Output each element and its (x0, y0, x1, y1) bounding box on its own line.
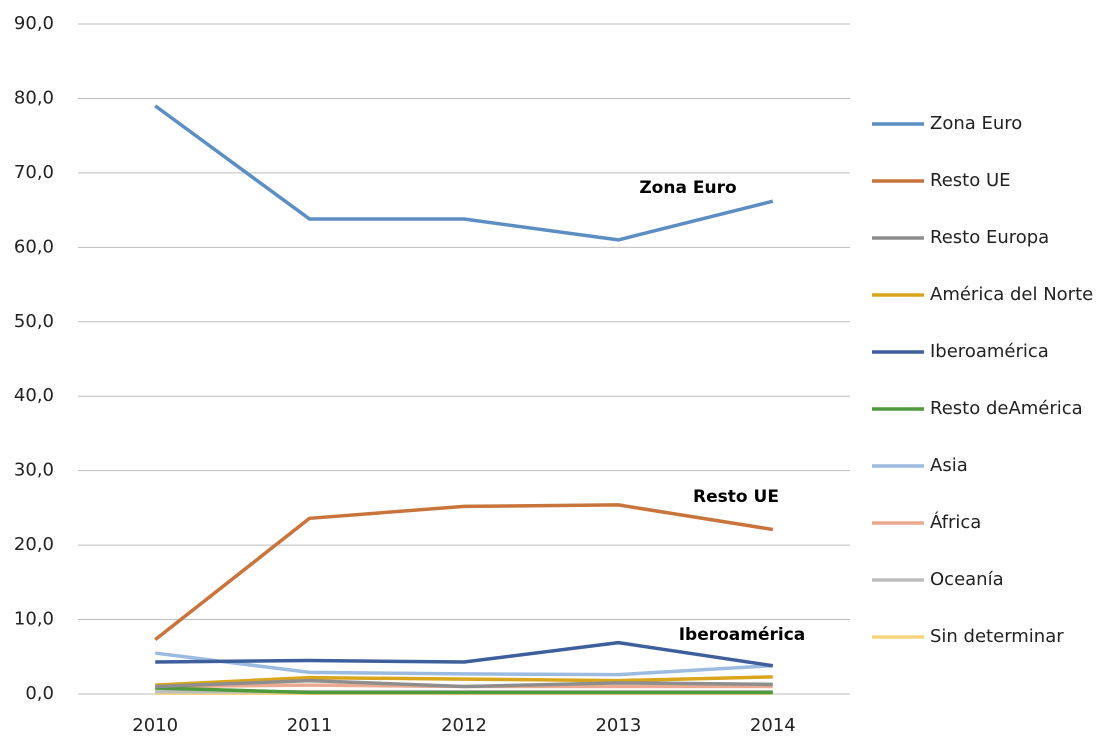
legend-label: Iberoamérica (930, 341, 1049, 362)
series-line (154, 503, 774, 642)
y-tick-label: 10,0 (14, 609, 54, 630)
series-line (155, 686, 773, 695)
x-tick-label: 2011 (287, 715, 333, 736)
legend-label: Resto Europa (930, 227, 1049, 248)
y-tick-label: 80,0 (14, 87, 54, 108)
y-tick-label: 70,0 (14, 162, 54, 183)
legend-label: Zona Euro (930, 113, 1022, 134)
annotation: Zona Euro (639, 178, 736, 198)
series-line (155, 675, 773, 687)
series-line (154, 104, 774, 242)
y-tick-label: 0,0 (25, 683, 54, 704)
y-tick-label: 40,0 (14, 385, 54, 406)
legend-label: Resto UE (930, 170, 1011, 191)
annotation: Iberoamérica (679, 625, 806, 645)
x-tick-label: 2010 (132, 715, 178, 736)
x-tick-label: 2012 (441, 715, 487, 736)
legend-label: Sin determinar (930, 626, 1064, 647)
y-tick-label: 60,0 (14, 236, 54, 257)
series-line (155, 640, 774, 668)
legend-label: Asia (930, 455, 968, 476)
legend-label: África (930, 511, 981, 533)
legend-label: Oceanía (930, 569, 1004, 590)
x-tick-label: 2013 (595, 715, 641, 736)
series-line (154, 651, 773, 677)
legend-label: Resto deAmérica (930, 398, 1083, 419)
x-tick-label: 2014 (750, 715, 796, 736)
y-tick-label: 20,0 (14, 534, 54, 555)
annotation: Resto UE (693, 487, 779, 507)
series-line (155, 678, 773, 689)
y-tick-label: 50,0 (14, 311, 54, 332)
legend-label: América del Norte (930, 284, 1093, 305)
y-tick-label: 30,0 (14, 460, 54, 481)
y-tick-label: 90,0 (14, 13, 54, 34)
